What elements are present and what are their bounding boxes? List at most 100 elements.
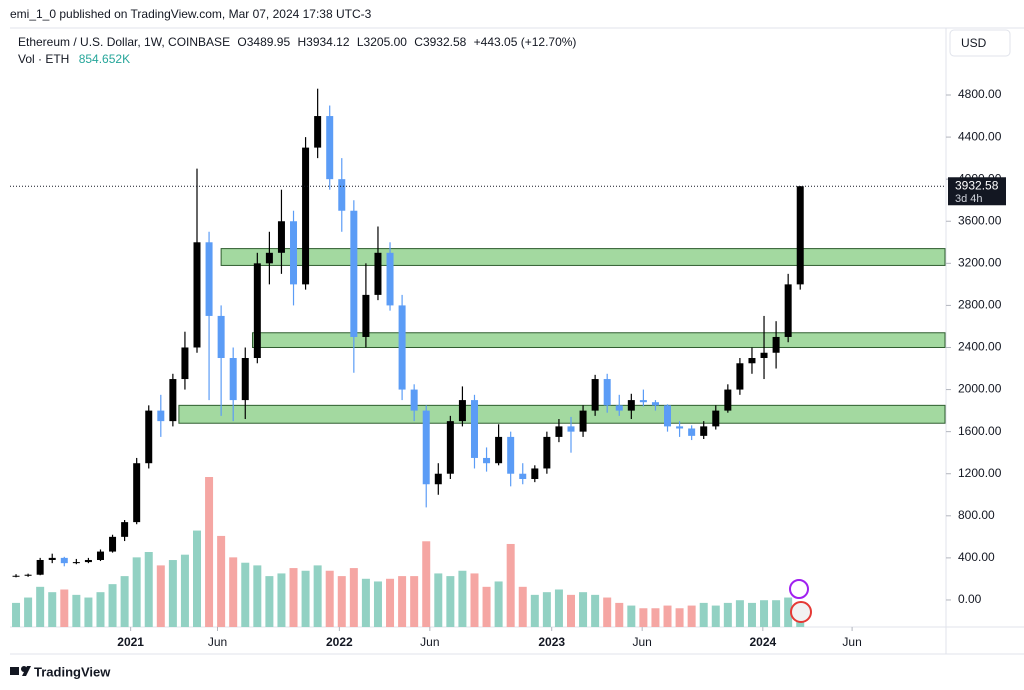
candle-body xyxy=(603,379,611,406)
candle-body xyxy=(543,436,551,469)
candle-body xyxy=(109,536,117,552)
y-tick-label: 2000.00 xyxy=(958,382,1002,396)
candle-body xyxy=(265,252,273,264)
volume-bar xyxy=(675,608,684,627)
volume-bar xyxy=(120,576,129,627)
volume-bar xyxy=(168,560,177,627)
candle-body xyxy=(229,358,237,401)
candle-body xyxy=(277,221,285,253)
candle-body xyxy=(350,210,358,337)
x-tick-label: 2023 xyxy=(538,635,565,649)
volume-bar xyxy=(591,594,600,627)
candle-body xyxy=(314,116,322,148)
candle-body xyxy=(495,436,503,464)
candle-body xyxy=(724,389,732,411)
candle-body xyxy=(664,405,672,427)
symbol: Ethereum / U.S. Dollar, 1W, COINBASE xyxy=(18,35,230,49)
candle-body xyxy=(796,186,804,285)
candle-body xyxy=(181,347,189,380)
volume-bar xyxy=(277,573,286,627)
y-tick-label: 3200.00 xyxy=(958,256,1002,270)
volume-bar xyxy=(241,562,250,627)
candle-body xyxy=(446,421,454,474)
volume-bar xyxy=(446,576,455,627)
candle-body xyxy=(133,463,141,523)
volume-bar xyxy=(325,570,334,627)
candle-body xyxy=(362,294,370,337)
candle-body xyxy=(555,426,563,437)
candle-body xyxy=(567,426,575,432)
volume-bar xyxy=(132,557,141,627)
candle-body xyxy=(72,562,80,564)
volume-bar xyxy=(687,605,696,627)
candle-body xyxy=(326,116,334,180)
volume-bar xyxy=(760,600,769,627)
candle-body xyxy=(651,402,659,406)
volume-bar xyxy=(217,535,226,627)
volume-bar xyxy=(603,597,612,627)
y-tick-label: 4400.00 xyxy=(958,129,1002,143)
volume-bar xyxy=(205,477,214,627)
change: +443.05 (+12.70%) xyxy=(474,35,577,49)
candle-body xyxy=(676,426,684,429)
volume-bar xyxy=(301,570,310,627)
volume-bar xyxy=(265,576,274,627)
ohlc: O3489.95 xyxy=(237,35,290,49)
candle-body xyxy=(290,221,298,285)
candle-body xyxy=(784,284,792,337)
volume-bar xyxy=(36,586,45,627)
x-tick-label: 2024 xyxy=(749,635,776,649)
candle-body xyxy=(96,551,104,560)
candle-body xyxy=(531,468,539,479)
candle-body xyxy=(712,410,720,427)
candle-body xyxy=(169,379,177,422)
candle-body xyxy=(398,305,406,390)
volume-bar xyxy=(434,573,443,627)
volume-bar xyxy=(180,554,189,627)
volume-bar xyxy=(784,597,793,627)
candle-body xyxy=(639,400,647,403)
volume-bar xyxy=(470,573,479,627)
volume-bar xyxy=(579,592,588,627)
volume-bar xyxy=(361,578,370,627)
candle-body xyxy=(338,179,346,211)
volume-bar xyxy=(349,568,358,627)
candle-body xyxy=(145,410,153,464)
volume-bar xyxy=(72,594,81,627)
volume-bar xyxy=(12,602,21,627)
volume-bar xyxy=(24,597,33,627)
volume-bar xyxy=(506,543,515,627)
volume-bar xyxy=(108,584,117,627)
x-tick-label: 2021 xyxy=(117,635,144,649)
volume-bar xyxy=(699,602,708,627)
candle-body xyxy=(736,363,744,390)
candle-body xyxy=(760,352,768,359)
x-tick-label: Jun xyxy=(208,635,227,649)
currency[interactable]: USD xyxy=(961,36,987,50)
volume-bar xyxy=(735,600,744,627)
volume-bar xyxy=(554,589,563,627)
candle-body xyxy=(688,428,696,436)
flag-icon[interactable] xyxy=(790,601,812,623)
candle-body xyxy=(591,379,599,411)
candle-body xyxy=(386,252,394,306)
candle-body xyxy=(458,400,466,422)
volume-bar xyxy=(96,592,105,627)
volume-bar xyxy=(337,576,346,627)
volume-legend: Vol · ETH 854.652K xyxy=(18,52,130,66)
currency-button[interactable] xyxy=(949,29,1011,57)
y-tick-label: 400.00 xyxy=(958,550,995,564)
candle-body xyxy=(241,358,249,401)
candle-body xyxy=(12,575,20,577)
candle-body xyxy=(121,522,129,537)
candle-body xyxy=(374,252,382,295)
y-tick-label: 1600.00 xyxy=(958,424,1002,438)
ohlc: H3934.12 xyxy=(297,35,349,49)
volume-bar xyxy=(723,602,732,627)
event-icon[interactable] xyxy=(789,579,809,599)
candle-body xyxy=(205,242,213,316)
volume-bar xyxy=(422,541,431,627)
logo xyxy=(10,666,31,676)
volume-bar xyxy=(567,594,575,627)
